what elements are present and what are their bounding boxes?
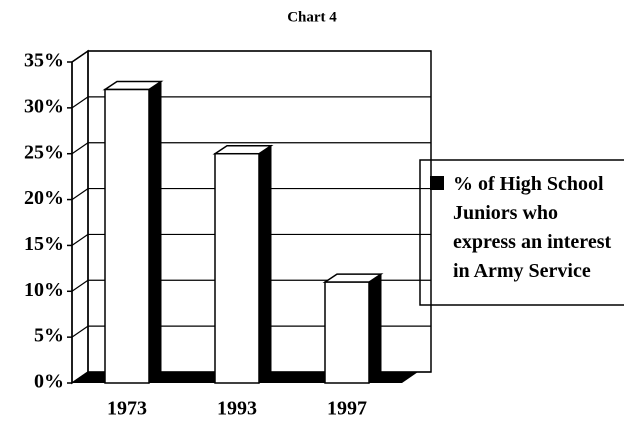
bar: [104, 88, 150, 384]
legend-swatch: [430, 176, 444, 190]
y-tick-label: 30%: [24, 95, 64, 117]
y-tick-label: 35%: [24, 50, 64, 72]
bar-side: [258, 144, 272, 384]
y-tick-label: 20%: [24, 187, 64, 209]
bar-side: [368, 273, 382, 384]
bar-side: [148, 80, 162, 384]
legend-box: [419, 159, 624, 306]
y-tick-label: 5%: [34, 325, 64, 347]
grid-line: [71, 188, 89, 201]
y-tick-label: 15%: [24, 233, 64, 255]
x-tick-label: 1973: [107, 398, 147, 420]
grid-line: [71, 325, 89, 338]
y-tick-label: 0%: [34, 371, 64, 393]
grid-line: [71, 233, 89, 246]
grid-line: [71, 279, 89, 292]
bar: [324, 281, 370, 384]
grid-line: [71, 50, 89, 63]
chart-title: Chart 4: [287, 9, 337, 25]
side-wall: [71, 49, 89, 385]
y-tick-label: 10%: [24, 279, 64, 301]
y-tick-label: 25%: [24, 141, 64, 163]
x-tick-label: 1993: [217, 398, 257, 420]
legend-label: % of High School Juniors who express an …: [453, 173, 612, 282]
grid-line: [71, 142, 89, 155]
bar: [214, 152, 260, 384]
grid-line: [71, 96, 89, 109]
x-tick-label: 1997: [327, 398, 367, 420]
